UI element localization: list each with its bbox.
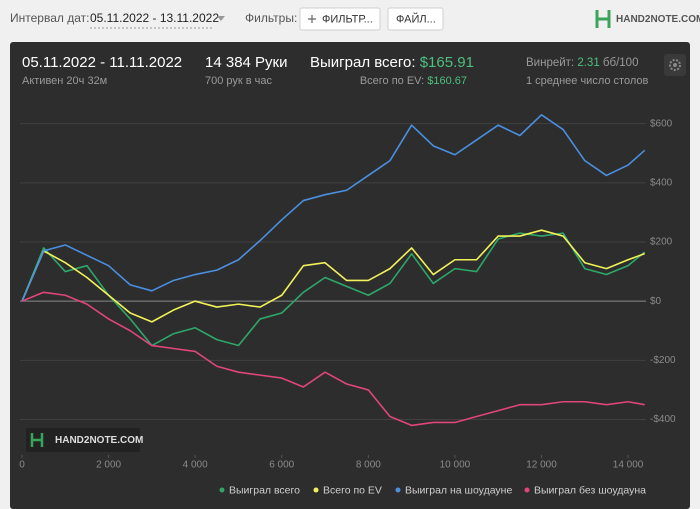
x-tick-label: 6 000 bbox=[269, 460, 294, 471]
active-time: Активен 20ч 32м bbox=[22, 75, 107, 87]
y-tick-label: -$200 bbox=[650, 355, 676, 366]
y-tick-label: $400 bbox=[650, 177, 673, 188]
legend-label: Выиграл без шоудауна bbox=[534, 484, 646, 496]
watermark-box bbox=[26, 428, 140, 452]
legend-label: Выиграл на шоудауне bbox=[405, 484, 512, 496]
date-label: Интервал дат: bbox=[10, 11, 89, 25]
panel bbox=[10, 42, 690, 509]
series-line bbox=[21, 232, 646, 347]
dropdown-arrow[interactable] bbox=[217, 16, 225, 21]
x-tick-label: 4 000 bbox=[183, 460, 208, 471]
series-line bbox=[21, 229, 645, 323]
won-label: Выиграл всего: bbox=[310, 54, 416, 71]
logo: HAND2NOTE.COM bbox=[616, 14, 700, 25]
legend-marker bbox=[313, 487, 319, 493]
hands-per-hour: 700 рук в час bbox=[205, 75, 273, 87]
legend-marker bbox=[524, 487, 530, 493]
x-tick-label: 10 000 bbox=[440, 460, 471, 471]
tables: 1 среднее число столов bbox=[526, 75, 648, 87]
y-tick-label: $200 bbox=[650, 237, 673, 248]
winrate-unit: бб/100 bbox=[603, 57, 639, 69]
ev-value: $160.67 bbox=[427, 75, 467, 87]
y-tick-label: $600 bbox=[650, 118, 673, 129]
logo-icon bbox=[595, 10, 611, 28]
filters-label: Фильтры: bbox=[245, 11, 297, 25]
winrate-label: Винрейт: bbox=[526, 57, 574, 69]
filter-button-label: ФИЛЬТР... bbox=[322, 13, 373, 25]
x-tick-label: 0 bbox=[19, 460, 25, 471]
file-button[interactable] bbox=[387, 7, 444, 31]
date-range[interactable]: 05.11.2022 - 13.11.2022 bbox=[90, 11, 219, 25]
legend-marker bbox=[395, 487, 401, 493]
winrate-value: 2.31 bbox=[577, 57, 599, 69]
filter-button[interactable] bbox=[299, 7, 381, 31]
chart: $600 $400 $200 $0 -$200 -$400 0 2 000 4 000 6 000… bbox=[19, 113, 676, 496]
x-tick-label: 12 000 bbox=[526, 460, 557, 471]
x-tick-label: 14 000 bbox=[613, 460, 644, 471]
series-line bbox=[21, 113, 646, 302]
ev-total: Всего по EV: $160.67 bbox=[360, 75, 467, 87]
plus-icon bbox=[308, 15, 316, 23]
legend-marker bbox=[219, 487, 225, 493]
series-line bbox=[21, 291, 645, 427]
won-total: Выиграл всего: $165.91 bbox=[310, 54, 474, 71]
winrate: Винрейт: 2.31 бб/100 bbox=[526, 57, 638, 69]
won-value: $165.91 bbox=[420, 54, 474, 71]
file-button-label: ФАЙЛ... bbox=[396, 12, 436, 25]
y-tick-label: $0 bbox=[650, 296, 662, 307]
watermark-icon bbox=[30, 433, 44, 447]
gear-center bbox=[673, 63, 677, 67]
ev-label: Всего по EV: bbox=[360, 75, 424, 87]
gear-icon bbox=[669, 59, 681, 71]
x-tick-label: 8 000 bbox=[356, 460, 381, 471]
period: 05.11.2022 - 11.11.2022 bbox=[22, 54, 182, 71]
legend-label: Всего по EV bbox=[323, 484, 382, 496]
hands: 14 384 Руки bbox=[205, 54, 288, 71]
legend-label: Выиграл всего bbox=[229, 484, 300, 496]
watermark: HAND2NOTE.COM bbox=[55, 435, 143, 446]
x-tick-label: 2 000 bbox=[96, 460, 121, 471]
y-tick-label: -$400 bbox=[650, 414, 676, 425]
